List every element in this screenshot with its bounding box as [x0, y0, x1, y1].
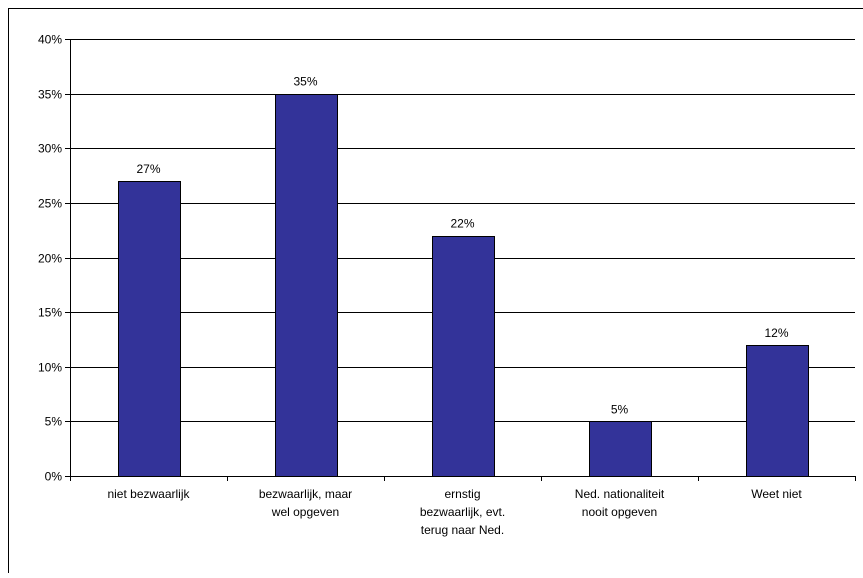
y-tick-label: 35%: [38, 88, 62, 102]
x-category-label: bezwaarlijk, maar: [259, 487, 352, 501]
bar: [276, 95, 338, 477]
data-label: 35%: [293, 75, 317, 89]
y-tick-label: 5%: [45, 415, 63, 429]
x-category-label: niet bezwaarlijk: [107, 487, 190, 501]
x-category-label: bezwaarlijk, evt.: [420, 505, 505, 519]
y-tick-label: 10%: [38, 361, 62, 375]
x-category-label: ernstig: [444, 487, 480, 501]
bar: [119, 182, 181, 477]
y-tick-label: 20%: [38, 252, 62, 266]
x-category-label: nooit opgeven: [582, 505, 657, 519]
data-label: 27%: [136, 162, 160, 176]
y-tick-label: 40%: [38, 33, 62, 47]
y-tick-label: 0%: [45, 470, 63, 484]
y-tick-label: 30%: [38, 142, 62, 156]
data-label: 12%: [764, 326, 788, 340]
data-label: 22%: [450, 217, 474, 231]
x-category-label: terug naar Ned.: [421, 523, 504, 537]
bar: [433, 237, 495, 477]
x-category-label: wel opgeven: [271, 505, 339, 519]
y-tick-label: 15%: [38, 306, 62, 320]
y-tick-label: 25%: [38, 197, 62, 211]
x-category-label: Weet niet: [751, 487, 802, 501]
x-category-label: Ned. nationaliteit: [575, 487, 665, 501]
bar: [590, 422, 652, 477]
data-label: 5%: [611, 402, 629, 416]
bar: [747, 346, 809, 477]
